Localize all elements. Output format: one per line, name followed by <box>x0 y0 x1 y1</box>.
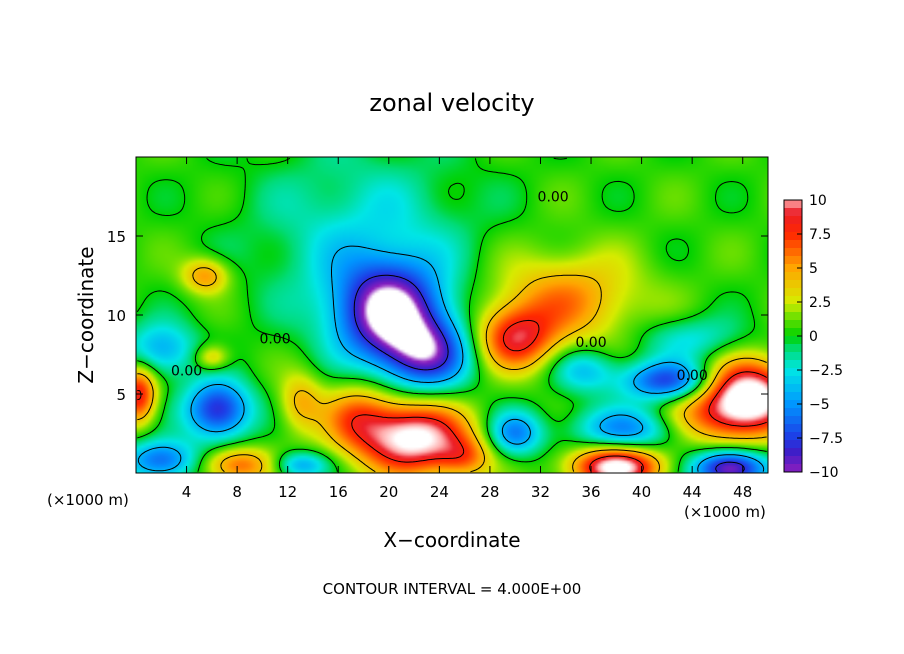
colorbar-strip <box>784 272 802 281</box>
x-ticks: 4 8 12 16 20 24 28 32 36 40 44 48 <box>182 157 752 501</box>
colorbar-strip <box>784 448 802 457</box>
contour-labels: 0.00 0.00 0.00 0.00 0.00 <box>171 190 708 385</box>
contour-level-neg8 <box>353 274 745 472</box>
x-tick-label: 16 <box>329 483 348 501</box>
colorbar-tick-label: −10 <box>809 465 839 481</box>
colorbar-tick-label: −5 <box>809 397 830 413</box>
colorbar-tick-label: −2.5 <box>809 363 843 379</box>
colorbar-strip <box>784 320 802 329</box>
colorbar-tick-label: 2.5 <box>809 295 831 311</box>
y-tick-label: 15 <box>107 228 126 246</box>
x-tick-label: 36 <box>581 483 600 501</box>
contour-level-neg4 <box>137 245 765 472</box>
colorbar-strip <box>784 288 802 297</box>
colorbar-strip <box>784 400 802 409</box>
contour-label: 0.00 <box>171 363 202 379</box>
y-tick-label: 10 <box>107 307 126 325</box>
colorbar-strip <box>784 232 802 241</box>
colorbar-strip <box>784 208 802 217</box>
x-tick-label: 8 <box>232 483 242 501</box>
colorbar-tick-label: 10 <box>809 193 827 209</box>
contour-level-8 <box>137 319 767 472</box>
x-tick-label: 48 <box>733 483 752 501</box>
colorbar-strip <box>784 344 802 353</box>
colorbar-strip <box>784 456 802 465</box>
x-tick-label: 24 <box>430 483 449 501</box>
colorbar-strip <box>784 360 802 369</box>
x-unit-right: (×1000 m) <box>684 503 766 521</box>
contour-label: 0.00 <box>259 332 290 348</box>
colorbar-strip <box>784 408 802 417</box>
y-ticks: 5 10 15 <box>107 228 768 404</box>
colorbar-strip <box>784 240 802 249</box>
colorbar-strip <box>784 296 802 305</box>
colorbar-strip <box>784 304 802 313</box>
colorbar-strip <box>784 352 802 361</box>
colorbar-strips <box>784 200 802 472</box>
colorbar-tick-label: 5 <box>809 261 818 277</box>
colorbar-strip <box>784 424 802 433</box>
colorbar-strip <box>784 224 802 233</box>
colorbar-strip <box>784 328 802 337</box>
colorbar-strip <box>784 416 802 425</box>
colorbar-strip <box>784 200 802 209</box>
contour-label: 0.00 <box>575 335 606 351</box>
colorbar-strip <box>784 248 802 257</box>
contour-lines <box>136 157 767 473</box>
chart-title: zonal velocity <box>369 89 534 117</box>
colorbar-strip <box>784 376 802 385</box>
colorbar-strip <box>784 464 802 472</box>
colorbar-strip <box>784 280 802 289</box>
contour-label: 0.00 <box>677 368 708 384</box>
contour-level-0 <box>136 157 767 472</box>
x-unit-left: (×1000 m) <box>47 491 129 509</box>
colorbar: 10 7.5 5 2.5 0 −2.5 −5 −7.5 −10 <box>783 193 843 481</box>
colorbar-strip <box>784 440 802 449</box>
colorbar-tick-label: 7.5 <box>809 227 831 243</box>
y-axis-label: Z−coordinate <box>74 246 98 383</box>
colorbar-tick-label: 0 <box>809 329 818 345</box>
colorbar-ticks: 10 7.5 5 2.5 0 −2.5 −5 −7.5 −10 <box>797 193 843 481</box>
x-tick-label: 40 <box>632 483 651 501</box>
plot-area: 0.000.000.000.000.00 4 8 12 16 20 24 28 32 36 40 4… <box>107 156 769 501</box>
x-tick-label: 20 <box>379 483 398 501</box>
contour-level-4 <box>137 267 767 473</box>
colorbar-strip <box>784 368 802 377</box>
colorbar-strip <box>784 256 802 265</box>
contour-label: 0.00 <box>538 190 569 206</box>
colorbar-strip <box>784 264 802 273</box>
x-tick-label: 4 <box>182 483 192 501</box>
heatmap-field <box>136 157 768 473</box>
x-tick-label: 44 <box>683 483 702 501</box>
colorbar-strip <box>784 432 802 441</box>
x-tick-label: 32 <box>531 483 550 501</box>
colorbar-strip <box>784 336 802 345</box>
x-tick-label: 28 <box>480 483 499 501</box>
colorbar-strip <box>784 312 802 321</box>
x-axis-label: X−coordinate <box>383 528 520 552</box>
colorbar-strip <box>784 216 802 225</box>
colorbar-strip <box>784 384 802 393</box>
x-tick-label: 12 <box>278 483 297 501</box>
colorbar-tick-label: −7.5 <box>809 431 843 447</box>
colorbar-strip <box>784 392 802 401</box>
y-tick-label: 5 <box>116 386 126 404</box>
contour-interval-note: CONTOUR INTERVAL = 4.000E+00 <box>323 580 582 598</box>
